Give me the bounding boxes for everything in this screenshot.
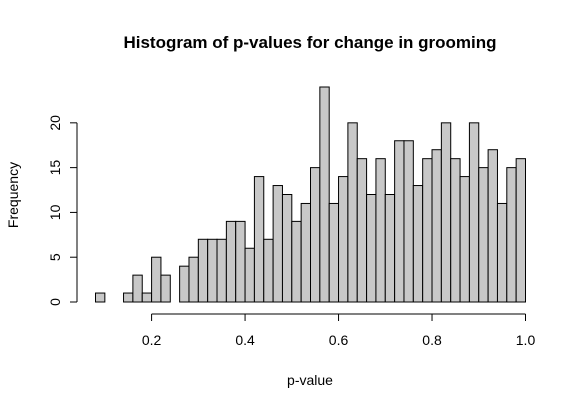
histogram-bar — [356, 158, 368, 303]
bars-group — [95, 86, 527, 303]
x-tick-label: 0.6 — [329, 332, 349, 348]
histogram-bar — [95, 292, 106, 303]
y-tick-label: 15 — [47, 160, 63, 176]
histogram-bar — [347, 122, 358, 303]
histogram-bar — [207, 238, 218, 303]
histogram-bar — [253, 176, 265, 303]
histogram-bar — [188, 256, 199, 303]
histogram-bar — [132, 274, 143, 303]
histogram-bar — [151, 256, 162, 303]
histogram-bar — [459, 176, 470, 303]
x-axis: 0.2 0.4 0.6 0.8 1.0 — [142, 313, 536, 348]
histogram-bar — [244, 247, 255, 303]
histogram-bar — [328, 202, 340, 303]
histogram-bar — [179, 265, 190, 303]
histogram-bar — [291, 220, 302, 303]
histogram-bar — [197, 238, 209, 303]
histogram-bar — [216, 238, 227, 303]
histogram-bar — [422, 158, 433, 303]
histogram-bar — [506, 167, 517, 303]
histogram-bar — [319, 86, 330, 303]
histogram-bar — [478, 167, 489, 303]
histogram-bar — [375, 158, 386, 303]
histogram-bar — [281, 194, 293, 303]
histogram-bar — [468, 122, 480, 303]
y-tick-label: 0 — [47, 298, 63, 306]
y-axis: 0 5 10 15 20 — [47, 115, 78, 306]
x-tick-label: 0.8 — [422, 332, 442, 348]
histogram-bar — [450, 158, 461, 303]
histogram-bar — [225, 220, 237, 303]
y-tick-label: 20 — [47, 115, 63, 131]
histogram-bar — [263, 238, 274, 303]
histogram-bar — [235, 220, 246, 303]
y-axis-label: Frequency — [5, 162, 21, 228]
y-tick-label: 10 — [47, 204, 63, 220]
histogram-bar — [366, 194, 377, 303]
y-tick-label: 5 — [47, 253, 63, 261]
histogram-bar — [403, 140, 414, 303]
histogram-bar — [123, 292, 134, 303]
histogram-bar — [515, 158, 527, 303]
histogram-bar — [272, 185, 283, 303]
histogram-bar — [431, 149, 442, 303]
histogram-bar — [487, 149, 498, 303]
histogram-bar — [310, 167, 321, 303]
histogram-bar — [440, 122, 452, 303]
chart-title: Histogram of p-values for change in groo… — [123, 33, 496, 52]
histogram-bar — [338, 176, 349, 303]
histogram-bar — [384, 194, 396, 303]
histogram-bar — [141, 292, 153, 303]
x-tick-label: 1.0 — [516, 332, 536, 348]
histogram-bar — [300, 202, 311, 303]
histogram-bar — [394, 140, 405, 303]
histogram-bar — [496, 202, 508, 303]
x-tick-label: 0.4 — [235, 332, 255, 348]
x-axis-label: p-value — [287, 372, 333, 388]
histogram-bar — [412, 185, 424, 303]
histogram-bar — [160, 274, 171, 303]
x-tick-label: 0.2 — [142, 332, 162, 348]
